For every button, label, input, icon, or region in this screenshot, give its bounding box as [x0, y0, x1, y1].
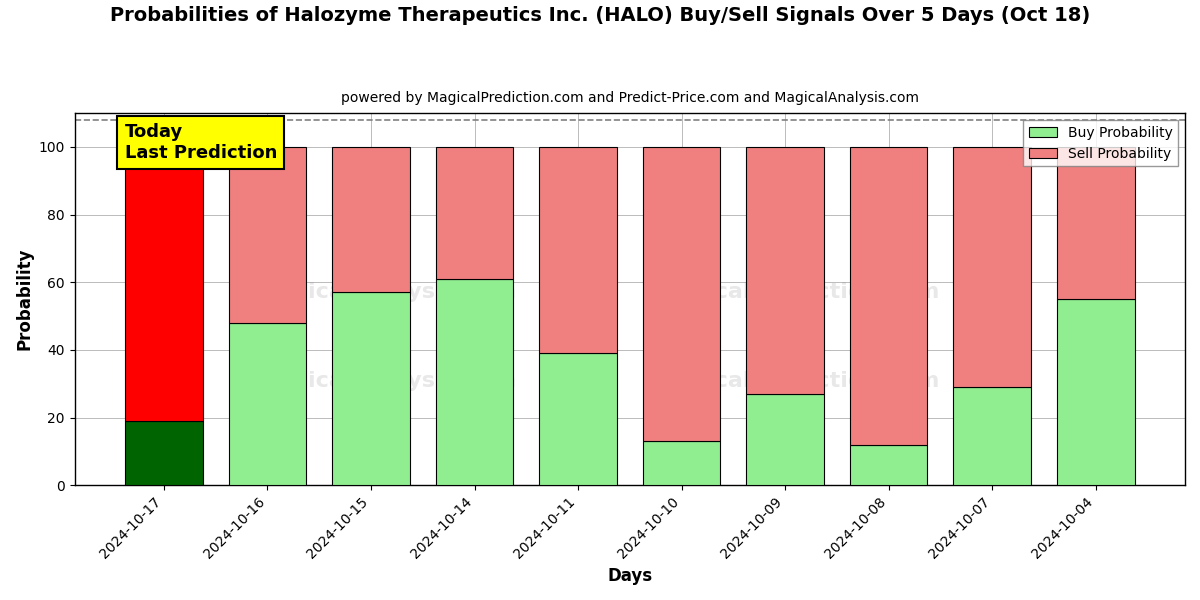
Bar [436, 147, 514, 279]
Text: MagicalPrediction.com: MagicalPrediction.com [654, 371, 940, 391]
Bar [746, 147, 824, 394]
Bar [953, 387, 1031, 485]
Y-axis label: Probability: Probability [16, 248, 34, 350]
Legend: Buy Probability, Sell Probability: Buy Probability, Sell Probability [1024, 120, 1178, 166]
Bar [1057, 147, 1134, 299]
Text: MagicalPrediction.com: MagicalPrediction.com [654, 281, 940, 302]
Bar [539, 353, 617, 485]
Bar [953, 147, 1031, 387]
Text: Today
Last Prediction: Today Last Prediction [125, 123, 277, 162]
Bar [643, 147, 720, 441]
Text: MagicalAnalysis.com: MagicalAnalysis.com [254, 371, 516, 391]
Bar [850, 147, 928, 445]
Bar [436, 279, 514, 485]
Text: Probabilities of Halozyme Therapeutics Inc. (HALO) Buy/Sell Signals Over 5 Days : Probabilities of Halozyme Therapeutics I… [110, 6, 1090, 25]
Bar [229, 323, 306, 485]
Bar [125, 421, 203, 485]
X-axis label: Days: Days [607, 567, 653, 585]
Bar [850, 445, 928, 485]
Bar [1057, 299, 1134, 485]
Bar [539, 147, 617, 353]
Title: powered by MagicalPrediction.com and Predict-Price.com and MagicalAnalysis.com: powered by MagicalPrediction.com and Pre… [341, 91, 919, 105]
Text: MagicalAnalysis.com: MagicalAnalysis.com [254, 281, 516, 302]
Bar [332, 292, 410, 485]
Bar [643, 441, 720, 485]
Bar [746, 394, 824, 485]
Bar [125, 147, 203, 421]
Bar [332, 147, 410, 292]
Bar [229, 147, 306, 323]
